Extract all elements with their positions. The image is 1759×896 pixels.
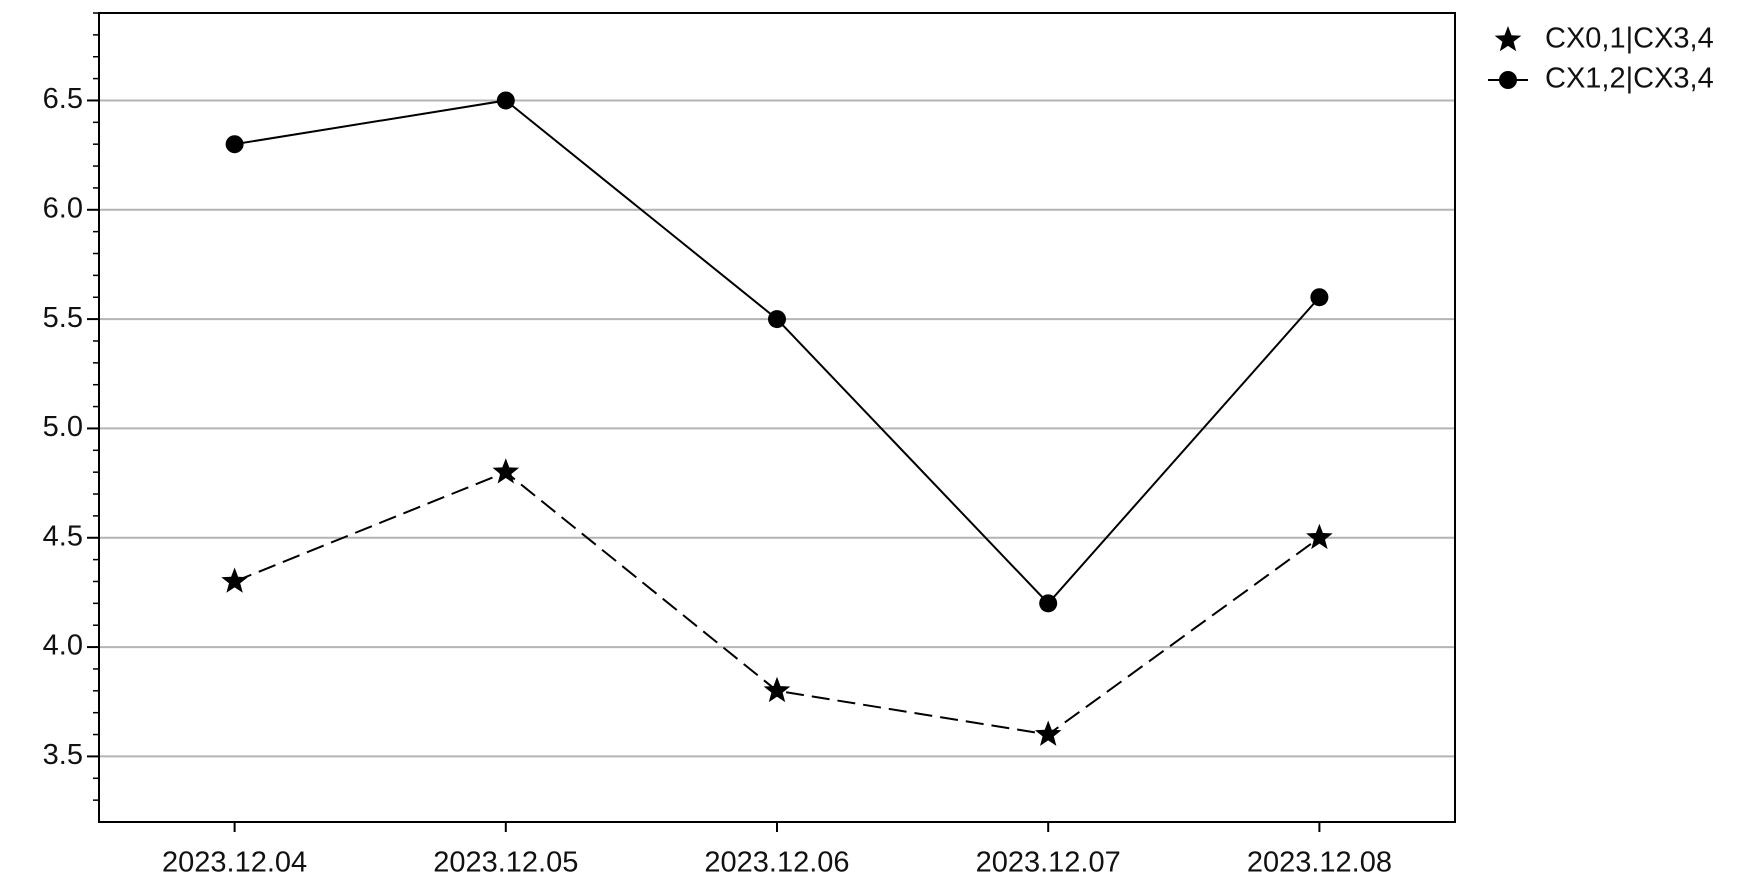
legend-label: CX1,2|CX3,4	[1545, 63, 1714, 95]
legend-label: CX0,1|CX3,4	[1545, 23, 1714, 55]
x-tick-label: 2023.12.04	[162, 847, 307, 879]
star-marker	[1034, 720, 1062, 746]
y-tick-label: 4.0	[43, 630, 83, 662]
series-line	[234, 99, 1321, 605]
legend-marker	[1499, 71, 1517, 89]
x-tick-label: 2023.12.06	[704, 847, 849, 879]
star-marker	[763, 676, 791, 703]
x-tick-label: 2023.12.05	[433, 847, 578, 879]
circle-marker	[768, 310, 786, 329]
x-tick-label: 2023.12.08	[1247, 847, 1392, 879]
plot-frame	[98, 12, 1456, 823]
legend-marker	[1494, 26, 1522, 52]
star-marker	[1306, 523, 1333, 550]
y-tick-label: 6.5	[43, 83, 83, 115]
circle-marker	[1310, 288, 1329, 307]
x-tick-label: 2023.12.07	[976, 847, 1121, 879]
y-tick-label: 5.0	[43, 411, 83, 443]
circle-marker	[225, 135, 244, 154]
star-marker	[492, 458, 520, 484]
star-marker	[221, 567, 248, 593]
y-tick-label: 5.5	[43, 302, 83, 334]
circle-marker	[1039, 594, 1058, 613]
y-tick-label: 4.5	[43, 520, 83, 552]
y-tick-label: 6.0	[43, 192, 83, 224]
circle-marker	[496, 91, 515, 110]
y-tick-label: 3.5	[43, 739, 83, 771]
